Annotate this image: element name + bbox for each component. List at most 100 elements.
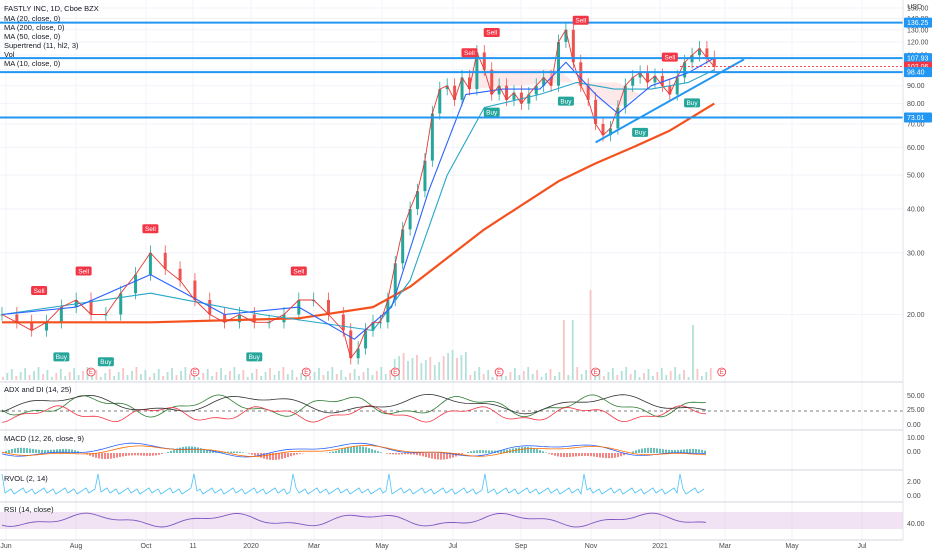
- macd-pane-title[interactable]: MACD (12, 26, close, 9): [4, 434, 85, 443]
- candle-body: [527, 94, 531, 104]
- candle-body: [623, 85, 627, 108]
- macd-histogram-bar: [587, 453, 589, 457]
- volume-bar: [188, 374, 191, 380]
- volume-bar: [278, 371, 280, 380]
- pane-y-label: 2.00: [907, 479, 921, 486]
- macd-histogram-bar: [197, 447, 199, 453]
- volume-bar: [300, 373, 303, 380]
- chart-title: FASTLY INC, 1D, Cboe BZX: [4, 4, 99, 13]
- candle-body: [349, 330, 353, 359]
- buy-signal: [97, 357, 114, 367]
- volume-bar: [113, 376, 116, 380]
- macd-histogram-bar: [329, 452, 331, 453]
- volume-bar: [700, 376, 703, 380]
- candle-body: [705, 48, 709, 58]
- volume-bar: [589, 290, 592, 380]
- macd-histogram-bar: [524, 446, 526, 453]
- volume-bar: [206, 369, 209, 380]
- macd-histogram-bar: [47, 450, 49, 453]
- macd-histogram-bar: [407, 453, 409, 455]
- macd-histogram-bar: [437, 453, 439, 460]
- macd-histogram-bar: [59, 449, 61, 453]
- candle-body: [252, 314, 256, 323]
- candle-body: [401, 229, 405, 264]
- earnings-marker: [86, 367, 96, 377]
- macd-histogram-bar: [443, 453, 445, 460]
- indicator-ma200[interactable]: MA (200, close, 0): [4, 23, 65, 32]
- candle-body: [438, 89, 442, 114]
- volume-bar: [518, 375, 521, 380]
- earnings-label: E: [193, 370, 197, 376]
- ma20-line: [1, 57, 715, 340]
- rvol-pane-title[interactable]: RVOL (2, 14): [4, 474, 48, 483]
- macd-histogram-bar: [623, 453, 625, 456]
- volume-bar: [255, 369, 258, 380]
- macd-histogram-bar: [155, 453, 157, 456]
- volume-bar: [651, 376, 654, 380]
- macd-histogram-bar: [128, 453, 130, 456]
- buy-signal: [246, 352, 263, 362]
- volume-bar: [424, 360, 427, 380]
- ma10-line: [1, 29, 715, 359]
- macd-line: [1, 442, 707, 458]
- volume-bar: [389, 370, 392, 380]
- macd-histogram-bar: [593, 453, 595, 457]
- macd-histogram-bar: [527, 447, 529, 453]
- candle-body: [408, 209, 412, 230]
- price-level-label: 136.25: [907, 20, 929, 27]
- sell-signal-label: Sell: [464, 50, 475, 57]
- volume-bar: [184, 367, 187, 380]
- indicator-supertrend[interactable]: Supertrend (11, hl2, 3): [4, 41, 79, 50]
- volume-bar: [625, 367, 628, 380]
- volume-bar: [126, 375, 129, 380]
- price-level-tag: [904, 17, 932, 28]
- volume-bar: [429, 357, 432, 380]
- macd-histogram-bar: [542, 451, 544, 453]
- rsi-pane-title[interactable]: RSI (14, close): [4, 505, 54, 514]
- volume-bar: [340, 370, 343, 380]
- indicator-vol[interactable]: Vol: [4, 50, 15, 59]
- volume-bar: [456, 358, 458, 380]
- macd-histogram-bar: [170, 450, 172, 453]
- volume-bar: [286, 374, 289, 380]
- macd-histogram-bar: [113, 453, 115, 459]
- adx-pane-title[interactable]: ADX and DI (14, 25): [4, 385, 72, 394]
- volume-bar: [465, 352, 467, 380]
- buy-signal-label: Buy: [56, 354, 68, 361]
- pane-y-label: 0.00: [907, 449, 921, 456]
- volume-bar: [309, 376, 311, 380]
- volume-bar: [108, 369, 111, 380]
- volume-bar: [59, 369, 62, 380]
- macd-histogram-bar: [239, 451, 241, 453]
- macd-histogram-bar: [236, 451, 238, 453]
- indicator-ma10[interactable]: MA (10, close, 0): [4, 59, 61, 68]
- sell-signal: [290, 266, 307, 276]
- macd-histogram-bar: [635, 450, 637, 453]
- indicator-ma50[interactable]: MA (50, close, 0): [4, 32, 61, 41]
- volume-bar: [122, 368, 125, 380]
- y-tick-label: 60.00: [907, 145, 925, 152]
- sell-signal: [661, 52, 678, 62]
- x-tick-label: Oct: [141, 543, 152, 550]
- sell-signal: [31, 285, 48, 295]
- indicator-ma20[interactable]: MA (20, close, 0): [4, 14, 61, 23]
- candle-body: [416, 191, 420, 210]
- volume-bar: [571, 320, 574, 380]
- macd-histogram-bar: [275, 453, 277, 460]
- volume-bar: [598, 369, 601, 380]
- macd-histogram-bar: [416, 453, 418, 456]
- ma200-line: [2, 102, 715, 324]
- volume-bar: [478, 367, 481, 380]
- x-tick-label: Jul: [858, 543, 867, 550]
- sell-signal: [75, 266, 92, 276]
- buy-signal: [557, 96, 574, 106]
- volume-bar: [527, 367, 530, 380]
- candle-body: [505, 85, 509, 100]
- volume-bar: [407, 361, 409, 380]
- volume-bar: [28, 375, 31, 380]
- volume-bar: [291, 370, 294, 380]
- volume-bar: [37, 367, 40, 380]
- macd-histogram-bar: [62, 448, 64, 453]
- macd-histogram-bar: [461, 453, 463, 455]
